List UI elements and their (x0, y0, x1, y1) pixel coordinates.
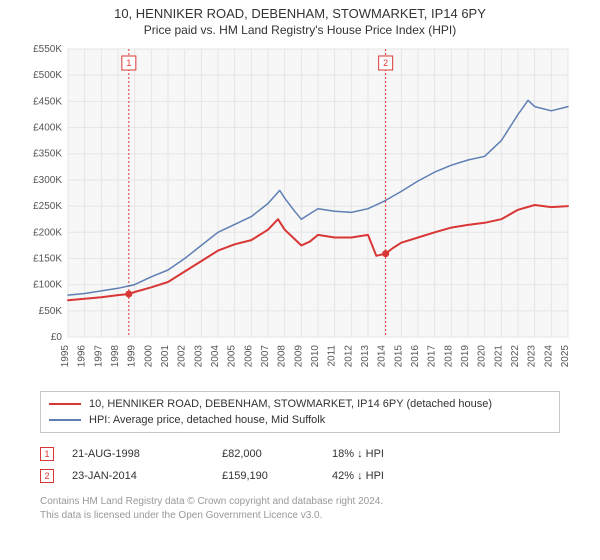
legend-item-property: 10, HENNIKER ROAD, DEBENHAM, STOWMARKET,… (41, 396, 559, 412)
svg-text:2020: 2020 (477, 345, 488, 368)
marker-table: 1 21-AUG-1998 £82,000 18% ↓ HPI 2 23-JAN… (40, 443, 560, 487)
svg-text:2015: 2015 (393, 345, 404, 368)
legend-item-hpi: HPI: Average price, detached house, Mid … (41, 412, 559, 428)
marker-date: 23-JAN-2014 (72, 470, 222, 482)
legend: 10, HENNIKER ROAD, DEBENHAM, STOWMARKET,… (40, 391, 560, 433)
svg-text:£250K: £250K (33, 201, 62, 212)
svg-text:2000: 2000 (143, 345, 154, 368)
svg-text:1998: 1998 (110, 345, 121, 368)
svg-text:2: 2 (383, 58, 388, 68)
svg-text:1: 1 (126, 58, 131, 68)
svg-text:2017: 2017 (427, 345, 438, 368)
svg-text:1995: 1995 (60, 345, 71, 368)
svg-text:2014: 2014 (377, 345, 388, 368)
svg-text:2024: 2024 (543, 345, 554, 368)
svg-text:2010: 2010 (310, 345, 321, 368)
svg-text:1997: 1997 (93, 345, 104, 368)
svg-text:2011: 2011 (327, 345, 338, 367)
svg-text:2021: 2021 (493, 345, 504, 368)
svg-text:2004: 2004 (210, 345, 221, 368)
footer-line-2: This data is licensed under the Open Gov… (40, 509, 560, 523)
svg-text:2019: 2019 (460, 345, 471, 368)
svg-text:2018: 2018 (443, 345, 454, 368)
marker-badge-2: 2 (40, 469, 54, 483)
svg-text:2012: 2012 (343, 345, 354, 368)
marker-price: £82,000 (222, 448, 332, 460)
svg-text:£400K: £400K (33, 123, 62, 134)
legend-label: HPI: Average price, detached house, Mid … (89, 414, 325, 426)
svg-text:£500K: £500K (33, 70, 62, 81)
svg-text:£300K: £300K (33, 175, 62, 186)
chart-area: £0 £50K £100K £150K £200K £250K £300K £350K £400… (20, 43, 580, 383)
legend-swatch-property (49, 403, 81, 405)
footer-attribution: Contains HM Land Registry data © Crown c… (40, 495, 560, 522)
svg-text:1999: 1999 (127, 345, 138, 368)
svg-text:£450K: £450K (33, 96, 62, 107)
svg-text:£200K: £200K (33, 227, 62, 238)
footer-line-1: Contains HM Land Registry data © Crown c… (40, 495, 560, 509)
svg-text:2025: 2025 (560, 345, 571, 368)
svg-text:£550K: £550K (33, 44, 62, 55)
svg-text:2007: 2007 (260, 345, 271, 368)
svg-text:£50K: £50K (39, 306, 63, 317)
svg-text:£100K: £100K (33, 280, 62, 291)
svg-text:2009: 2009 (293, 345, 304, 368)
svg-text:2001: 2001 (160, 345, 171, 368)
marker-row-2: 2 23-JAN-2014 £159,190 42% ↓ HPI (40, 465, 560, 487)
marker-date: 21-AUG-1998 (72, 448, 222, 460)
marker-pct: 18% ↓ HPI (332, 448, 432, 460)
svg-text:2016: 2016 (410, 345, 421, 368)
marker-row-1: 1 21-AUG-1998 £82,000 18% ↓ HPI (40, 443, 560, 465)
svg-text:£150K: £150K (33, 253, 62, 264)
svg-text:2023: 2023 (527, 345, 538, 368)
svg-text:2003: 2003 (193, 345, 204, 368)
marker-price: £159,190 (222, 470, 332, 482)
svg-text:£0: £0 (51, 332, 63, 343)
svg-text:1996: 1996 (77, 345, 88, 368)
svg-text:2005: 2005 (227, 345, 238, 368)
legend-swatch-hpi (49, 419, 81, 421)
chart-title: 10, HENNIKER ROAD, DEBENHAM, STOWMARKET,… (0, 6, 600, 21)
legend-label: 10, HENNIKER ROAD, DEBENHAM, STOWMARKET,… (89, 398, 492, 410)
svg-text:2006: 2006 (243, 345, 254, 368)
svg-text:2008: 2008 (277, 345, 288, 368)
marker-badge-1: 1 (40, 447, 54, 461)
svg-text:£350K: £350K (33, 149, 62, 160)
svg-text:2022: 2022 (510, 345, 521, 368)
svg-text:2013: 2013 (360, 345, 371, 368)
marker-pct: 42% ↓ HPI (332, 470, 432, 482)
chart-subtitle: Price paid vs. HM Land Registry's House … (0, 23, 600, 37)
svg-text:2002: 2002 (177, 345, 188, 368)
price-chart: £0 £50K £100K £150K £200K £250K £300K £350K £400… (20, 43, 580, 383)
